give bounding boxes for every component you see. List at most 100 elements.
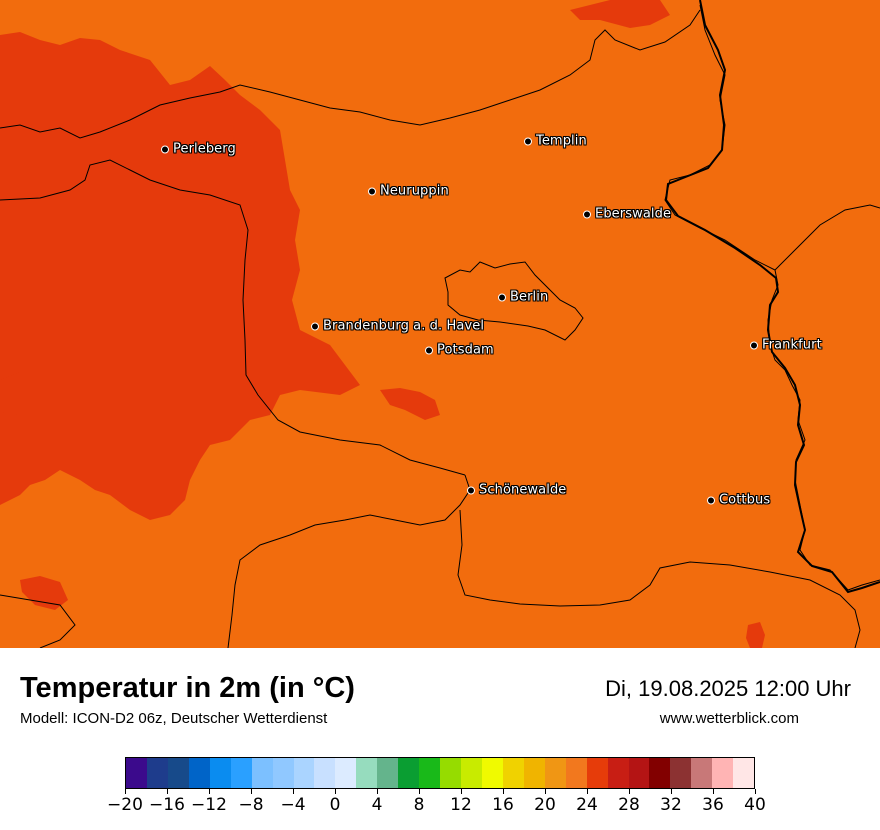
colorbar-tick [502, 789, 504, 794]
colorbar-swatch [167, 758, 189, 788]
colorbar-tick-label: −4 [280, 795, 306, 815]
colorbar-tick [712, 789, 714, 794]
city-dot [750, 341, 758, 349]
temperature-colorbar [125, 757, 755, 789]
colorbar-tick [334, 789, 336, 794]
colorbar-tick-label: −12 [191, 795, 227, 815]
colorbar-swatch [461, 758, 482, 788]
colorbar-swatch [586, 758, 608, 788]
city-frankfurt: Frankfurt [750, 338, 822, 353]
colorbar-tick-label: 8 [413, 795, 425, 815]
city-dot [498, 293, 506, 301]
colorbar-tick [418, 789, 420, 794]
colorbar-tick [628, 789, 630, 794]
hot-patch-5 [0, 372, 45, 415]
city-label: Perleberg [173, 141, 236, 157]
colorbar-swatch [565, 758, 587, 788]
city-dot [467, 486, 475, 494]
colorbar-tick-label: 28 [618, 795, 640, 815]
city-dot [707, 496, 715, 504]
colorbar-tick [586, 789, 588, 794]
hot-patch-4 [746, 622, 765, 648]
colorbar-swatch [419, 758, 441, 788]
colorbar-tick-label: 12 [450, 795, 472, 815]
temperature-map: Perleberg Templin Neuruppin Eberswalde B… [0, 0, 880, 648]
colorbar-swatch [712, 758, 734, 788]
city-potsdam: Potsdam [425, 343, 494, 358]
forecast-datetime: Di, 19.08.2025 12:00 Uhr [605, 676, 851, 701]
city-label: Berlin [510, 289, 549, 305]
colorbar-swatch [628, 758, 650, 788]
colorbar-tick [250, 789, 252, 794]
colorbar-tick-label: 40 [744, 795, 766, 815]
colorbar-swatch [356, 758, 378, 788]
colorbar-swatch [146, 758, 168, 788]
colorbar-tick-label: −16 [149, 795, 185, 815]
colorbar-swatch [335, 758, 357, 788]
colorbar-tick [208, 789, 210, 794]
colorbar-swatch [377, 758, 399, 788]
city-dot [311, 322, 319, 330]
legend-footer: Temperatur in 2m (in °C) Modell: ICON-D2… [0, 648, 880, 830]
colorbar-tick [544, 789, 546, 794]
colorbar-swatch [607, 758, 629, 788]
colorbar-tick [670, 789, 672, 794]
colorbar-swatch [440, 758, 461, 788]
colorbar-tick [460, 789, 462, 794]
colorbar-tick-label: 4 [371, 795, 383, 815]
city-cottbus: Cottbus [707, 493, 770, 508]
city-label: Frankfurt [762, 337, 822, 353]
city-perleberg: Perleberg [161, 142, 236, 157]
colorbar-swatch [523, 758, 545, 788]
city-label: Eberswalde [595, 206, 672, 222]
colorbar-swatch [733, 758, 755, 788]
hot-patch-2 [20, 576, 68, 610]
hot-patch-3 [570, 0, 670, 28]
colorbar-tick [754, 789, 756, 794]
colorbar-swatch [272, 758, 294, 788]
city-dot [368, 187, 376, 195]
city-dot [425, 346, 433, 354]
model-subtitle: Modell: ICON-D2 06z, Deutscher Wetterdie… [20, 710, 328, 727]
city-label: Cottbus [719, 492, 771, 508]
colorbar-swatch [398, 758, 420, 788]
city-eberswalde: Eberswalde [583, 207, 671, 222]
city-label: Schönewalde [479, 482, 567, 498]
hot-patch-1 [380, 388, 440, 420]
colorbar-tick-label: −8 [238, 795, 264, 815]
colorbar-swatch [691, 758, 713, 788]
colorbar-tick-label: −20 [107, 795, 143, 815]
national-border [664, 0, 880, 594]
colorbar-swatch [126, 758, 147, 788]
website-label: www.wetterblick.com [659, 710, 799, 727]
city-templin: Templin [524, 134, 587, 149]
colorbar-swatch [251, 758, 273, 788]
colorbar-ticks: −20 −16 −12 −8 −4 0 4 8 12 16 20 24 28 32 36 40 [107, 789, 766, 819]
colorbar-tick-label: 16 [492, 795, 514, 815]
colorbar-swatch [188, 758, 210, 788]
city-label: Neuruppin [380, 183, 449, 199]
colorbar-tick-label: 32 [660, 795, 682, 815]
colorbar-tick-label: 0 [329, 795, 341, 815]
colorbar-swatch [502, 758, 524, 788]
colorbar-swatch [293, 758, 315, 788]
colorbar-tick-label: 36 [702, 795, 724, 815]
city-schoenewalde: Schönewalde [467, 483, 566, 498]
city-label: Potsdam [437, 342, 494, 358]
city-berlin: Berlin [498, 290, 548, 305]
colorbar-swatch [209, 758, 231, 788]
colorbar-swatch [314, 758, 336, 788]
city-brandenburg: Brandenburg a. d. Havel [311, 319, 484, 334]
colorbar-tick-label: 20 [534, 795, 556, 815]
colorbar-swatch [481, 758, 503, 788]
colorbar-tick [376, 789, 378, 794]
colorbar-swatch [670, 758, 692, 788]
city-dot [524, 137, 532, 145]
city-dot [583, 210, 591, 218]
colorbar-tick-label: 24 [576, 795, 598, 815]
city-label: Brandenburg a. d. Havel [323, 318, 485, 334]
city-dot [161, 145, 169, 153]
map-title: Temperatur in 2m (in °C) [20, 672, 355, 704]
city-label: Templin [536, 133, 587, 149]
hot-zone-west [0, 32, 360, 520]
